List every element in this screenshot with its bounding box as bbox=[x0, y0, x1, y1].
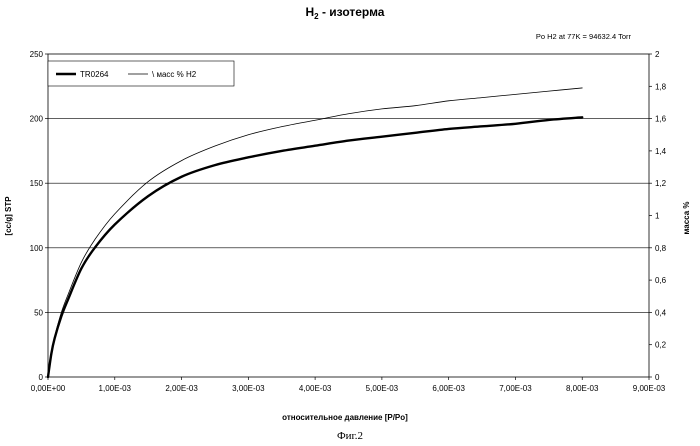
y-tick-label: 0 bbox=[39, 373, 44, 382]
y-tick-label: 200 bbox=[30, 115, 44, 124]
y2-tick-label: 0 bbox=[655, 373, 660, 382]
y2-tick-label: 1,2 bbox=[655, 179, 667, 188]
y-axis-label: [cc/g] STP bbox=[4, 196, 13, 236]
y2-tick-label: 0,8 bbox=[655, 244, 667, 253]
x-tick-label: 7,00E-03 bbox=[499, 384, 532, 393]
y-tick-label: 100 bbox=[30, 244, 44, 253]
y2-tick-label: 1,4 bbox=[655, 147, 667, 156]
legend: TR0264 \ масс % H2 bbox=[48, 61, 234, 86]
plot-area bbox=[48, 54, 649, 377]
x-axis-label: относительное давление [P/Po] bbox=[282, 413, 408, 422]
x-tick-label: 4,00E-03 bbox=[299, 384, 332, 393]
y2-tick-label: 1,6 bbox=[655, 115, 667, 124]
y2-tick-label: 2 bbox=[655, 50, 660, 59]
x-axis-ticks: 0,00E+00 1,00E-03 2,00E-03 3,00E-03 4,00E-03… bbox=[31, 377, 666, 393]
isotherm-chart: H2 - изотерма Po H2 at 77K = 94632.4 Tor… bbox=[0, 0, 700, 446]
x-tick-label: 8,00E-03 bbox=[566, 384, 599, 393]
y-axis-ticks: 0 50 100 150 200 250 bbox=[30, 50, 48, 382]
y2-tick-label: 0,4 bbox=[655, 308, 667, 317]
y2-tick-label: 1,8 bbox=[655, 82, 667, 91]
y2-tick-label: 1 bbox=[655, 212, 660, 221]
y-tick-label: 50 bbox=[34, 308, 43, 317]
legend-label-tr0264: TR0264 bbox=[80, 70, 109, 79]
x-tick-label: 9,00E-03 bbox=[633, 384, 666, 393]
y2-tick-label: 0,6 bbox=[655, 276, 667, 285]
y-tick-label: 150 bbox=[30, 179, 44, 188]
y2-axis-label: масса % bbox=[682, 201, 691, 234]
x-tick-label: 0,00E+00 bbox=[31, 384, 66, 393]
chart-title: H2 - изотерма bbox=[306, 5, 385, 21]
x-tick-label: 2,00E-03 bbox=[165, 384, 198, 393]
figure-caption: Фиг.2 bbox=[337, 430, 363, 442]
chart-subtitle: Po H2 at 77K = 94632.4 Torr bbox=[536, 32, 632, 41]
x-tick-label: 1,00E-03 bbox=[99, 384, 132, 393]
x-tick-label: 5,00E-03 bbox=[366, 384, 399, 393]
y2-axis-ticks: 0 0,2 0,4 0,6 0,8 1 1,2 1,4 1,6 1,8 2 bbox=[649, 50, 667, 382]
x-tick-label: 3,00E-03 bbox=[232, 384, 265, 393]
x-tick-label: 6,00E-03 bbox=[432, 384, 465, 393]
legend-label-mass-h2: \ масс % H2 bbox=[152, 70, 197, 79]
y2-tick-label: 0,2 bbox=[655, 341, 667, 350]
y-tick-label: 250 bbox=[30, 50, 44, 59]
